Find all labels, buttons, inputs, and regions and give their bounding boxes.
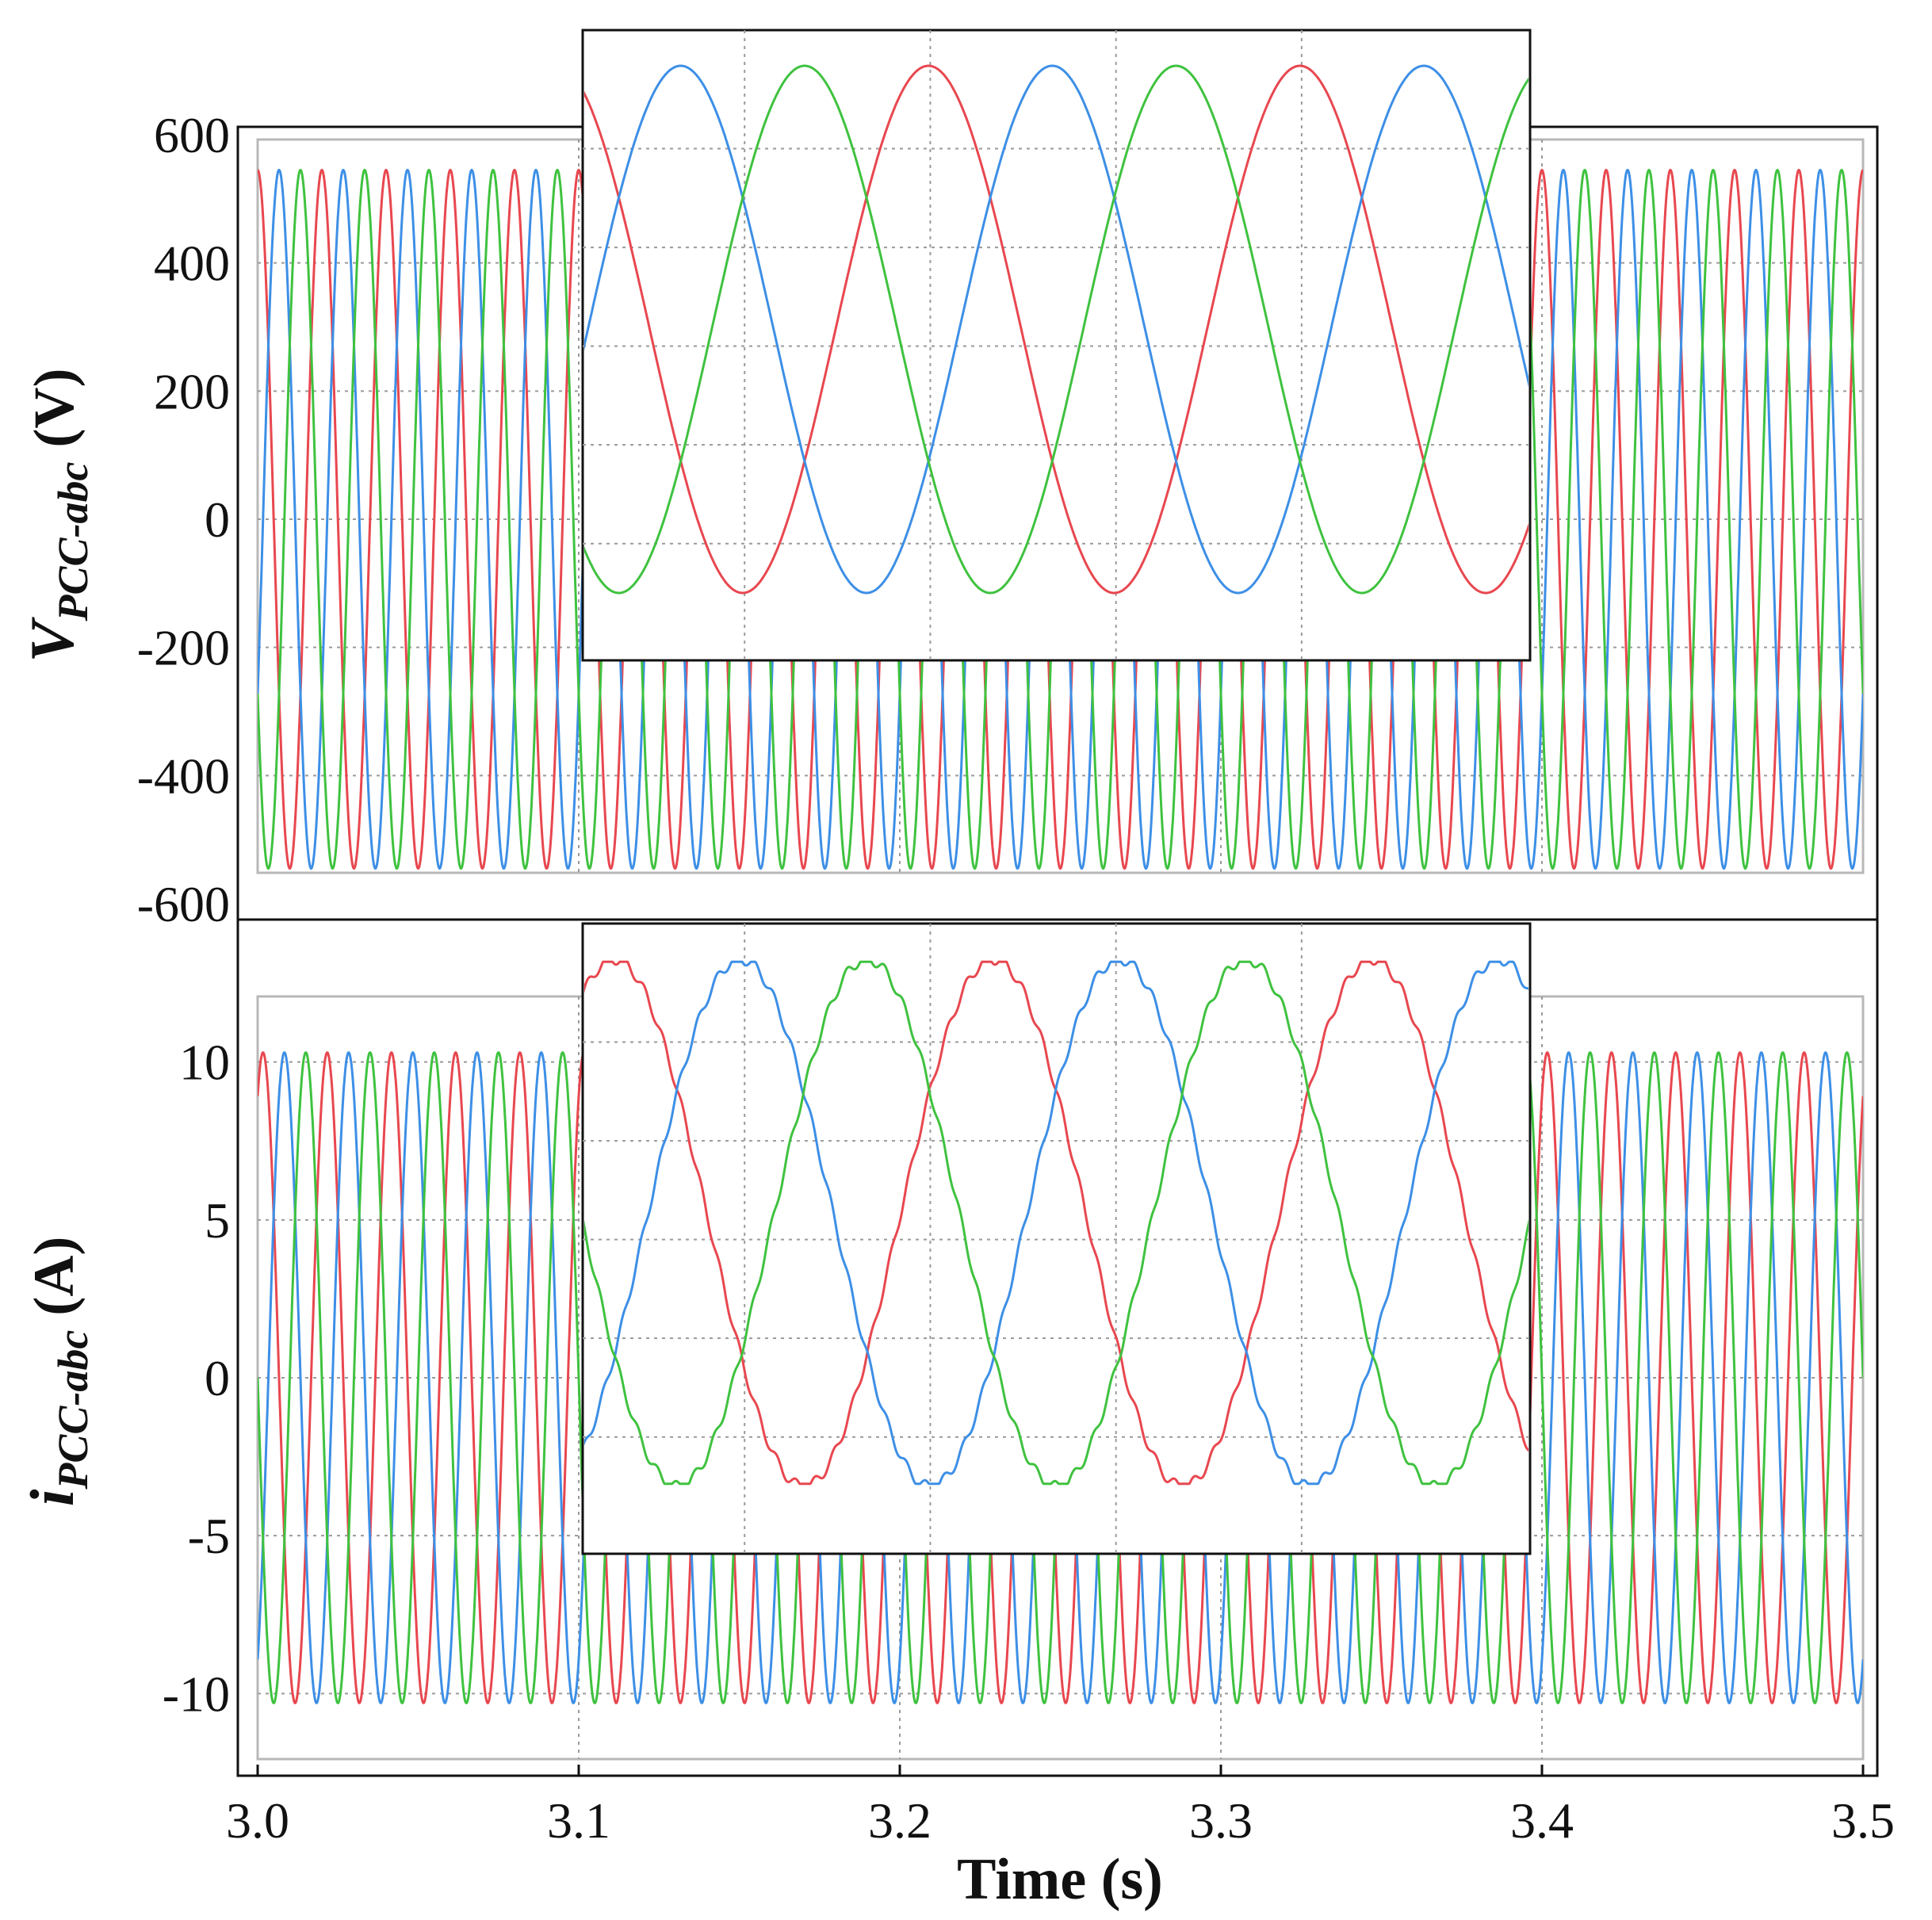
y-tick-label: 10 bbox=[179, 1035, 230, 1091]
inset-frame bbox=[581, 29, 1532, 662]
inset-series-line-phase-c bbox=[584, 64, 1528, 595]
x-tick-label: 3.5 bbox=[1831, 1792, 1895, 1849]
inset-zoom bbox=[581, 922, 1532, 1555]
y-tick-labels: 600 400 200 0 -200 -400 -600 bbox=[137, 107, 230, 932]
inset-frame bbox=[581, 922, 1532, 1555]
y-axis-label-unit: (V) bbox=[22, 369, 86, 462]
x-tick-label: 3.0 bbox=[226, 1792, 289, 1849]
inset-waveforms bbox=[584, 960, 1528, 1486]
y-tick-label: 200 bbox=[154, 363, 230, 419]
y-tick-label: -400 bbox=[137, 748, 230, 804]
plot-frame bbox=[236, 918, 1879, 1777]
y-tick-label: -600 bbox=[137, 876, 230, 932]
inset-series-line-phase-b bbox=[584, 960, 1528, 1486]
y-tick-label: 5 bbox=[205, 1192, 230, 1249]
y-axis-label-sub: PCC-abc bbox=[49, 1330, 97, 1490]
y-tick-label: -10 bbox=[163, 1666, 230, 1722]
x-axis-label: Time (s) bbox=[957, 1847, 1163, 1912]
inset-series-line-phase-c bbox=[584, 960, 1528, 1486]
inset-series-line-phase-a bbox=[584, 64, 1528, 595]
y-axis-label-sub: PCC-abc bbox=[49, 461, 97, 622]
series-line-phase-a bbox=[258, 1051, 1863, 1704]
y-tick-label: -200 bbox=[137, 620, 230, 676]
y-axis-label-main: V bbox=[17, 616, 86, 662]
y-axis-label-main: i bbox=[17, 1489, 86, 1506]
y-tick-label: -5 bbox=[188, 1508, 230, 1564]
y-tick-labels: 10 5 0 -5 -10 bbox=[163, 1035, 230, 1723]
current-panel: 10 5 0 -5 -10 iPCC-abc (A) bbox=[17, 918, 1879, 1777]
y-axis-label-unit: (A) bbox=[22, 1237, 86, 1330]
inset-zoom bbox=[581, 29, 1532, 662]
x-tick-label: 3.4 bbox=[1510, 1792, 1574, 1849]
x-tick-label: 3.2 bbox=[868, 1792, 932, 1849]
inset-waveforms bbox=[584, 64, 1528, 595]
inset-series-line-phase-b bbox=[584, 64, 1528, 595]
x-tick-label: 3.3 bbox=[1189, 1792, 1253, 1849]
y-tick-label: 0 bbox=[205, 1350, 230, 1406]
y-tick-label: 400 bbox=[154, 235, 230, 292]
y-axis-label: VPCC-abc (V) bbox=[17, 369, 97, 663]
x-axis: 3.0 3.1 3.2 3.3 3.4 3.5 Time (s) bbox=[226, 1765, 1895, 1912]
y-tick-label: 600 bbox=[154, 107, 230, 163]
x-tick-label: 3.1 bbox=[547, 1792, 610, 1849]
y-axis-label: iPCC-abc (A) bbox=[17, 1237, 97, 1507]
y-tick-label: 0 bbox=[205, 491, 230, 548]
